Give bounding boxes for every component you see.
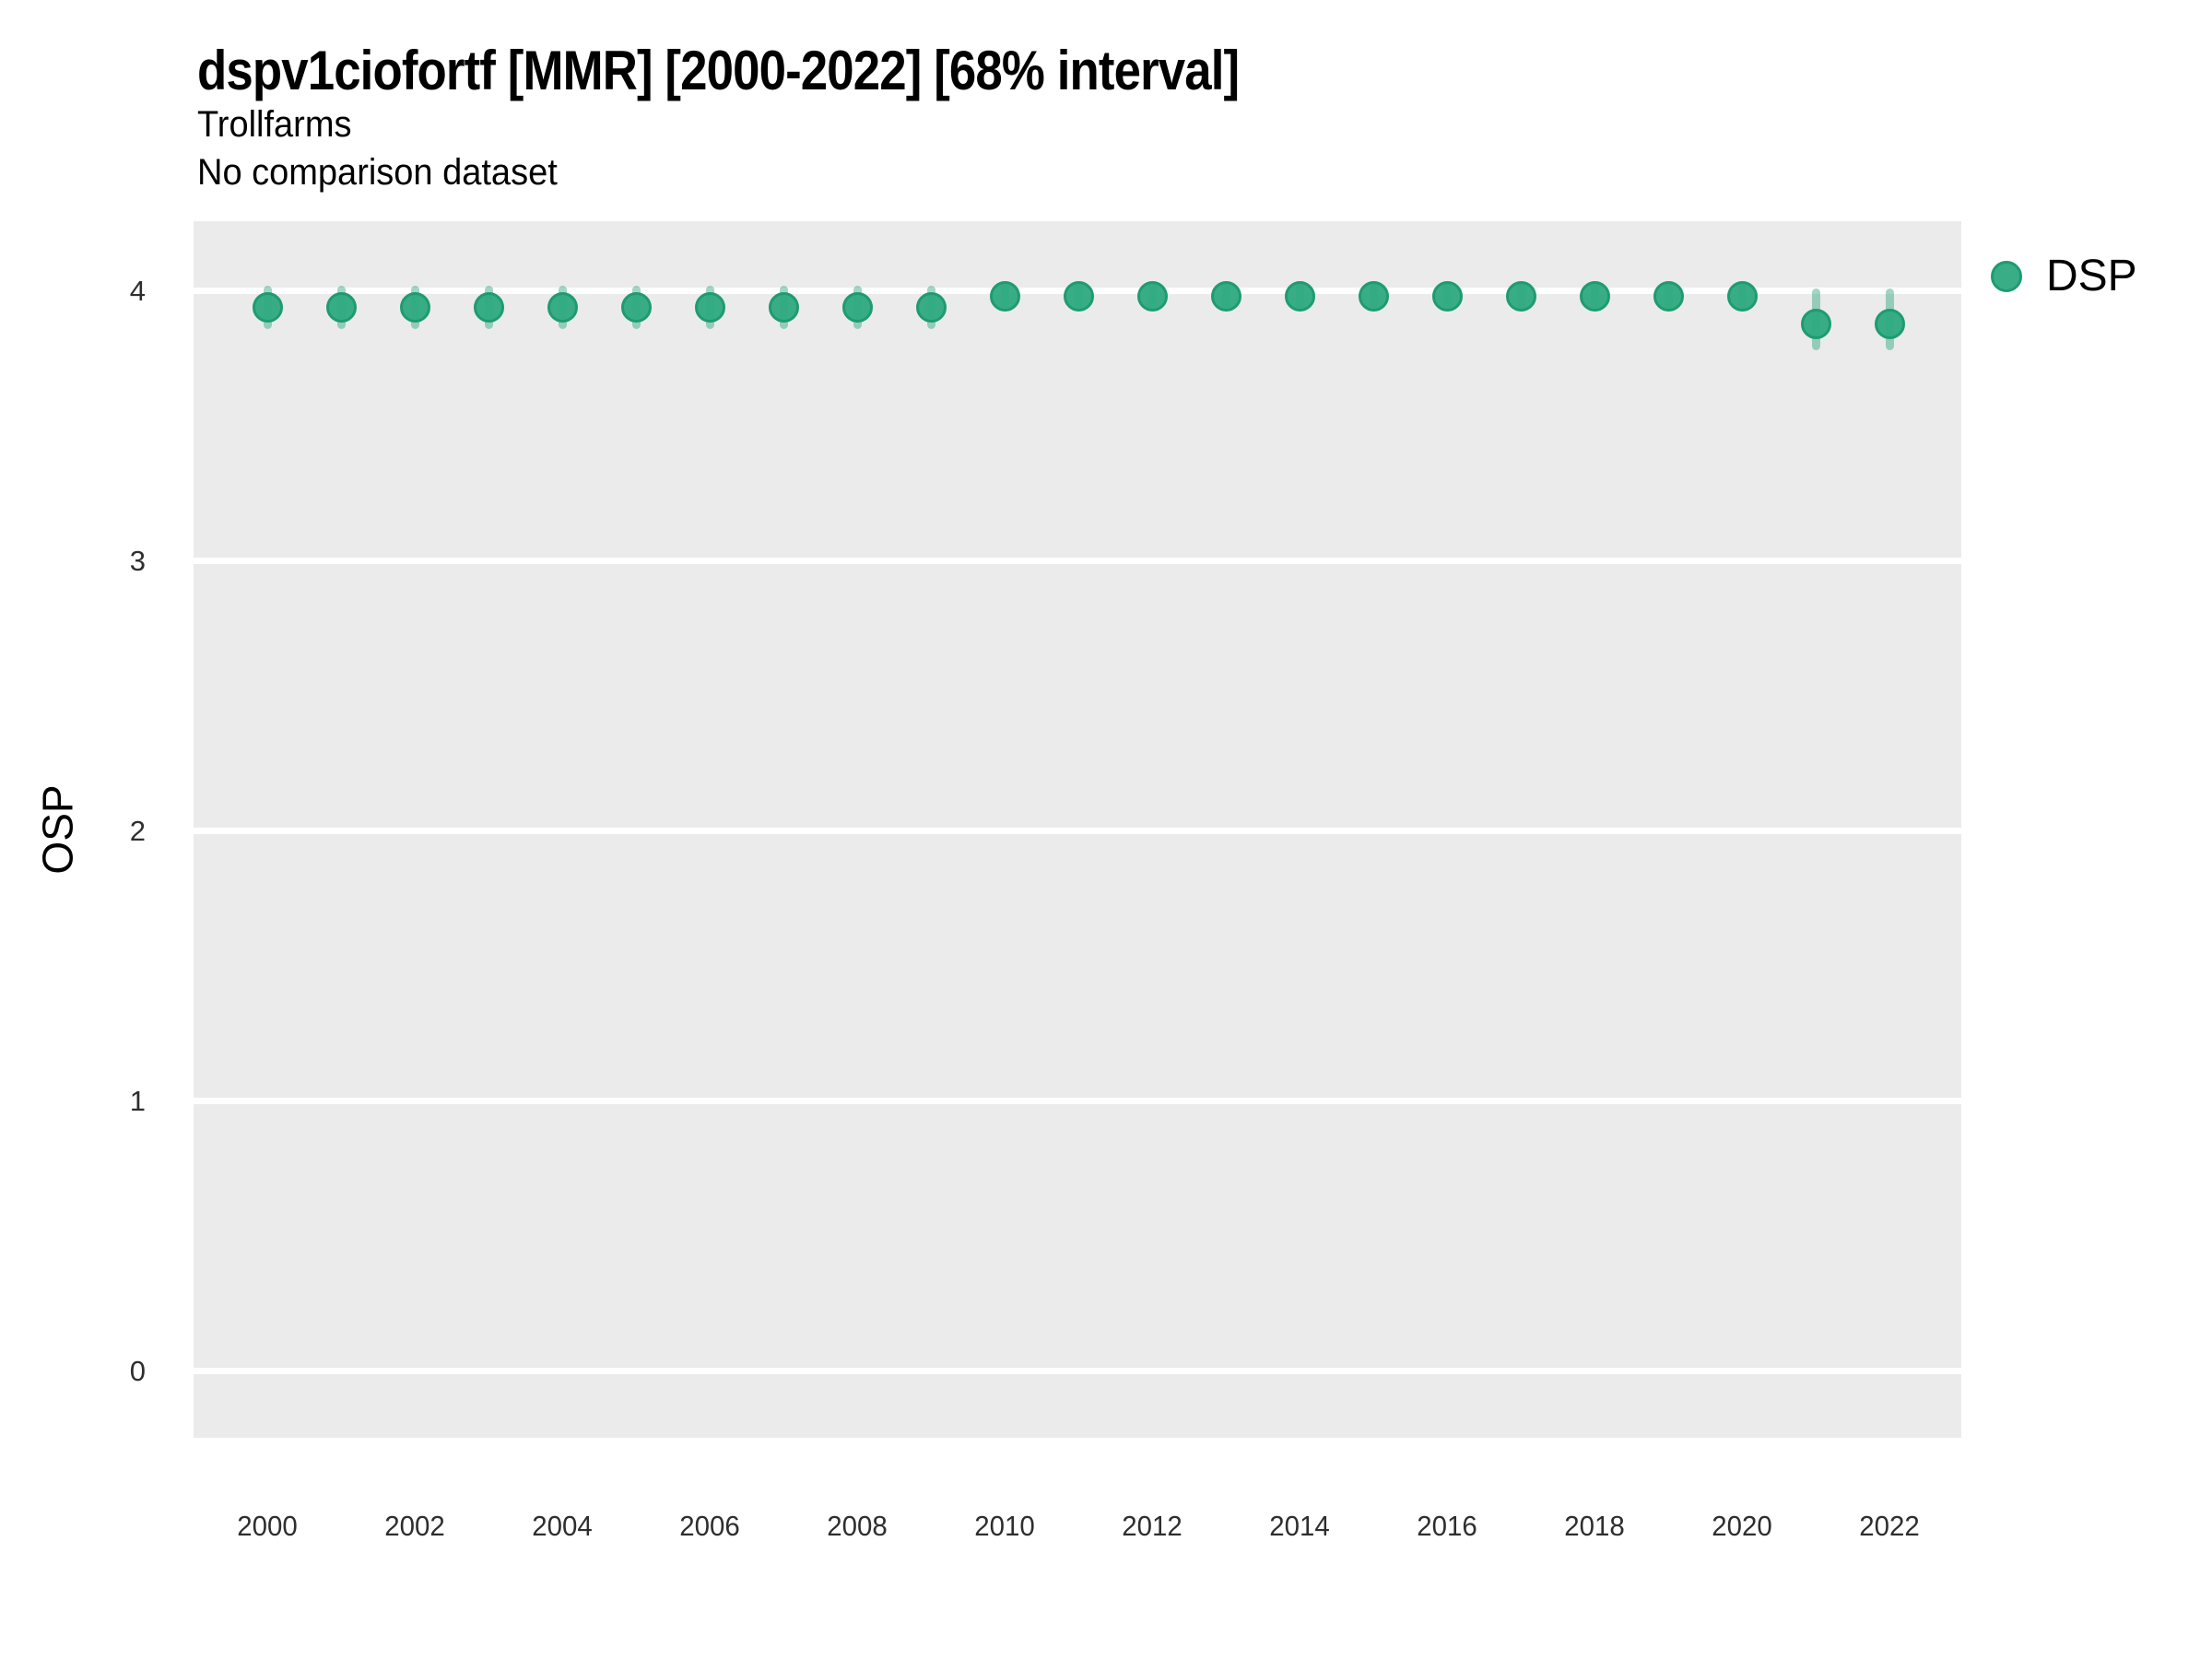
data-point-2004 bbox=[547, 291, 578, 323]
y-tick-label: 2 bbox=[129, 814, 146, 847]
data-point-2005 bbox=[620, 291, 652, 323]
data-point-2001 bbox=[325, 291, 357, 323]
x-tick-label: 2018 bbox=[1564, 1510, 1625, 1542]
y-tick-label: 1 bbox=[129, 1084, 146, 1117]
data-point-2013 bbox=[1210, 281, 1241, 312]
chart-title: dspv1ciofortf [MMR] [2000-2022] [68% int… bbox=[197, 40, 1240, 101]
x-tick-label: 2000 bbox=[237, 1510, 298, 1542]
legend: DSP bbox=[1991, 254, 2137, 299]
y-tick-label: 0 bbox=[129, 1354, 146, 1387]
plot-panel bbox=[194, 221, 1961, 1438]
chart-comparison-note: No comparison dataset bbox=[197, 152, 558, 193]
gridline-y-1 bbox=[194, 1098, 1961, 1105]
x-tick-label: 2010 bbox=[974, 1510, 1035, 1542]
x-tick-label: 2020 bbox=[1712, 1510, 1772, 1542]
x-tick-label: 2016 bbox=[1417, 1510, 1477, 1542]
y-tick-label: 3 bbox=[129, 544, 146, 577]
data-point-2014 bbox=[1284, 281, 1315, 312]
data-point-2022 bbox=[1874, 308, 1905, 339]
x-tick-label: 2022 bbox=[1859, 1510, 1920, 1542]
data-point-2010 bbox=[989, 281, 1020, 312]
data-point-2002 bbox=[399, 291, 430, 323]
gridline-y-3 bbox=[194, 558, 1961, 565]
data-point-2011 bbox=[1063, 281, 1094, 312]
gridline-y-2 bbox=[194, 828, 1961, 835]
data-point-2006 bbox=[694, 291, 725, 323]
x-tick-label: 2002 bbox=[384, 1510, 445, 1542]
legend-point-icon bbox=[1991, 261, 2022, 292]
x-tick-label: 2004 bbox=[532, 1510, 593, 1542]
data-point-2018 bbox=[1579, 281, 1610, 312]
data-point-2020 bbox=[1726, 281, 1758, 312]
chart-subtitle: Trollfarms bbox=[197, 104, 352, 145]
data-point-2021 bbox=[1800, 308, 1831, 339]
gridline-y-0 bbox=[194, 1368, 1961, 1374]
x-tick-label: 2012 bbox=[1122, 1510, 1182, 1542]
legend-label: DSP bbox=[2046, 252, 2137, 300]
data-point-2000 bbox=[252, 291, 283, 323]
x-tick-label: 2006 bbox=[679, 1510, 740, 1542]
data-point-2016 bbox=[1431, 281, 1463, 312]
data-point-2007 bbox=[768, 291, 799, 323]
data-point-2017 bbox=[1505, 281, 1536, 312]
data-point-2009 bbox=[915, 291, 947, 323]
data-point-2015 bbox=[1358, 281, 1389, 312]
data-point-2012 bbox=[1136, 281, 1168, 312]
y-tick-label: 4 bbox=[129, 274, 146, 307]
data-point-2003 bbox=[473, 291, 504, 323]
data-point-2019 bbox=[1653, 281, 1684, 312]
x-tick-label: 2014 bbox=[1269, 1510, 1330, 1542]
x-tick-label: 2008 bbox=[827, 1510, 888, 1542]
data-point-2008 bbox=[841, 291, 873, 323]
